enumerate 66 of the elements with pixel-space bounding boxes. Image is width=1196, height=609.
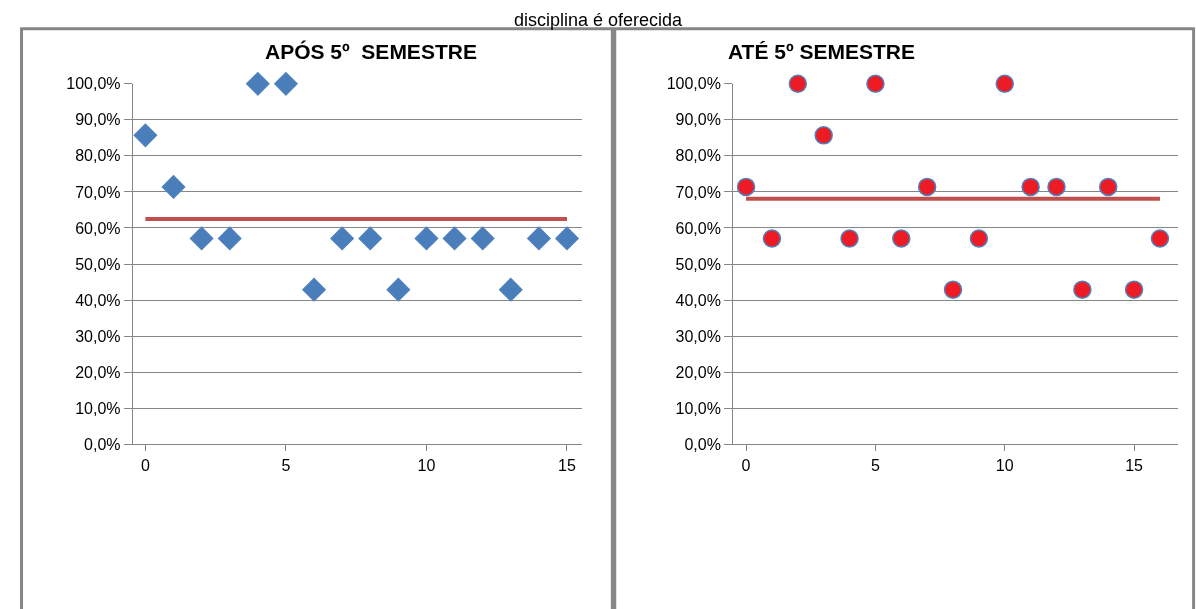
point [814,126,833,145]
point [442,226,467,251]
y-tick-label: 40,0% [75,291,121,309]
point [840,229,859,248]
point [470,226,495,251]
y-tick-label: 80,0% [75,147,121,165]
chart-title: ATÉ 5º SEMESTRE [728,40,915,63]
point [943,280,963,299]
point [189,226,214,251]
text: disciplina é oferecida [514,10,684,30]
y-tick-label: 70,0% [75,183,121,201]
point [414,226,439,251]
point [866,74,885,94]
point [246,71,270,96]
point [274,71,298,96]
y-tick-label: 50,0% [75,255,121,273]
y-tick-label: 90,0% [675,111,721,129]
y-tick-label: 20,0% [75,363,121,381]
y-tick-label: 0,0% [84,435,121,453]
y-tick-label: 30,0% [75,327,121,345]
point [995,74,1014,94]
y-tick-label: 10,0% [675,399,721,417]
point [969,229,989,248]
point [161,175,186,199]
point [762,229,782,248]
point [736,177,756,197]
point [358,226,383,251]
chart-title: APÓS 5º SEMESTRE [265,40,477,63]
point [330,226,354,251]
y-tick-label: 50,0% [675,255,721,273]
point [1150,229,1170,248]
point [302,277,326,302]
point [217,226,242,251]
y-tick-label: 60,0% [75,219,121,237]
point [788,74,808,94]
point [386,277,411,302]
point [555,226,579,251]
y-tick-label: 80,0% [675,147,721,165]
y-tick-label: 10,0% [75,399,121,417]
x-tick-label: 0 [140,456,150,474]
y-tick-label: 100,0% [666,75,721,93]
y-tick-label: 30,0% [675,327,721,345]
point [1098,177,1118,197]
x-tick-label: 10 [417,456,436,474]
y-tick-label: 100,0% [66,75,121,93]
y-tick-label: 60,0% [675,219,721,237]
y-tick-label: 0,0% [684,435,721,453]
point [1021,177,1040,197]
y-tick-label: 20,0% [675,363,721,381]
y-tick-label: 70,0% [675,183,721,201]
x-tick-label: 10 [995,456,1014,474]
point [892,229,911,248]
x-tick-label: 15 [1125,456,1144,474]
point [917,177,937,197]
y-tick-label: 40,0% [675,291,721,309]
point [1124,280,1144,299]
x-tick-label: 5 [281,456,291,474]
x-tick-label: 5 [870,456,880,474]
x-tick-label: 15 [558,456,576,474]
point [133,123,158,148]
point [1073,280,1092,299]
point [1047,177,1066,197]
point [498,277,523,302]
y-tick-label: 90,0% [75,111,121,129]
point [527,226,551,251]
x-tick-label: 0 [741,456,751,474]
